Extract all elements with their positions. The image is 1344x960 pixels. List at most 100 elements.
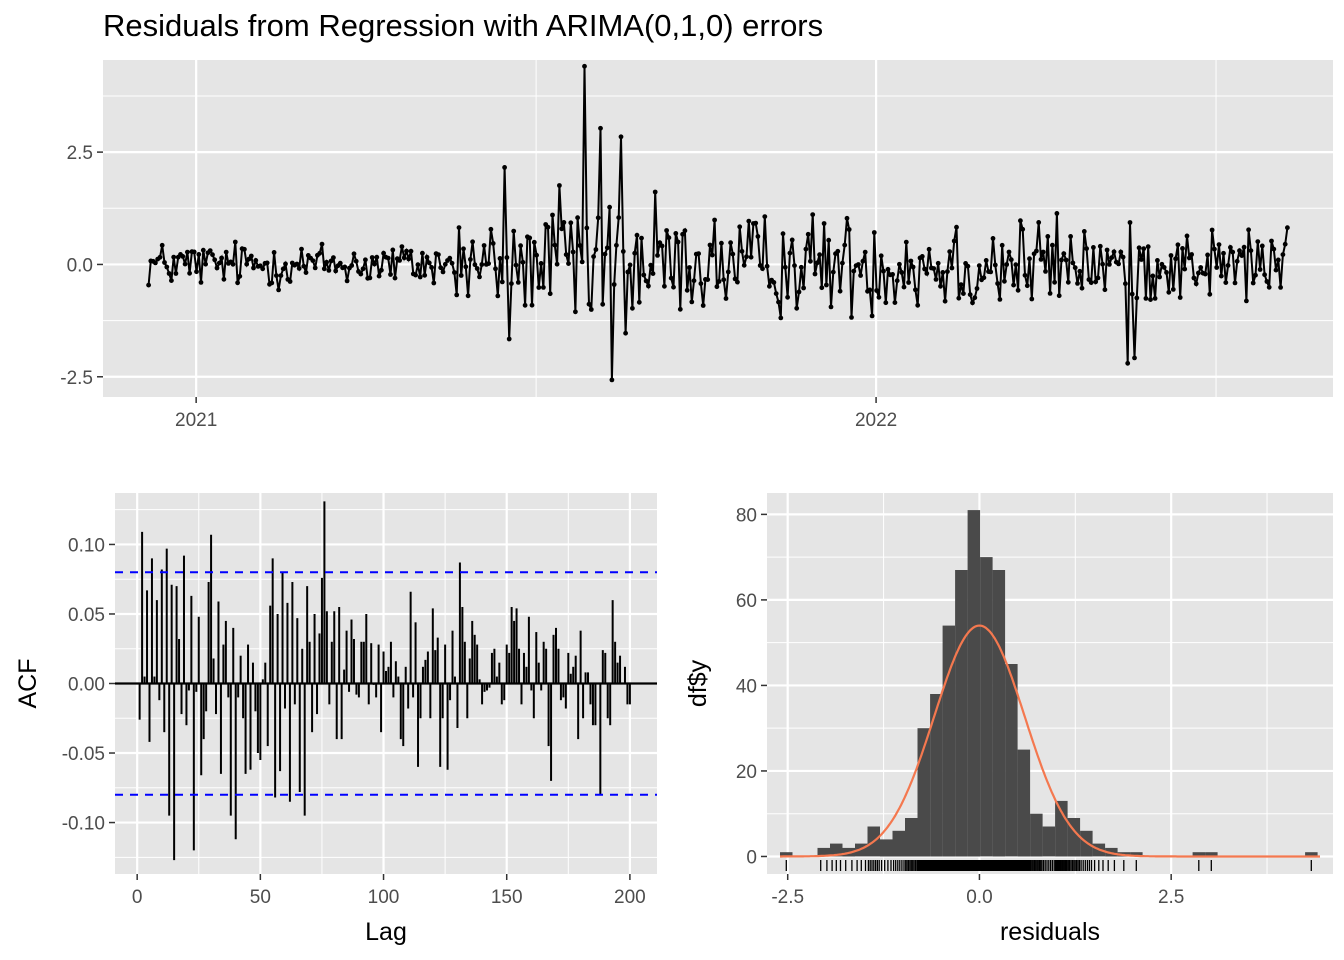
residual-point xyxy=(689,299,695,305)
residual-point xyxy=(782,264,788,270)
residual-point xyxy=(1173,256,1178,262)
residual-point xyxy=(559,226,565,232)
residual-point xyxy=(636,299,642,305)
residual-point xyxy=(458,273,464,278)
residual-point xyxy=(342,264,348,270)
residual-point xyxy=(1088,280,1094,285)
residual-point xyxy=(468,257,473,262)
residual-point xyxy=(890,272,895,277)
residual-point xyxy=(509,281,514,286)
residual-point xyxy=(611,282,617,287)
residual-point xyxy=(1168,253,1174,258)
residual-point xyxy=(602,251,608,257)
residual-point xyxy=(623,330,628,336)
residual-point xyxy=(871,230,877,235)
residual-point xyxy=(990,236,996,241)
residual-point xyxy=(1006,249,1012,255)
residual-point xyxy=(746,218,752,224)
histogram-bar xyxy=(1055,800,1068,857)
residual-point xyxy=(248,253,254,259)
residual-point xyxy=(1027,256,1032,262)
residual-point xyxy=(607,204,612,210)
residual-point xyxy=(591,254,596,259)
y-tick-label: 40 xyxy=(736,676,757,697)
histogram-bar xyxy=(1130,852,1143,857)
residual-point xyxy=(643,278,649,284)
residual-point xyxy=(388,272,393,277)
x-tick-label: 2021 xyxy=(175,410,217,431)
residual-point xyxy=(1013,262,1019,268)
residual-point xyxy=(931,266,937,271)
residual-point xyxy=(586,301,592,307)
histogram-bar xyxy=(830,843,843,857)
histogram-bar xyxy=(955,570,968,857)
residual-point xyxy=(182,261,188,267)
residual-point xyxy=(1255,239,1261,245)
residual-point xyxy=(191,249,197,255)
residual-point xyxy=(244,261,250,267)
residual-point xyxy=(1022,272,1028,278)
residual-point xyxy=(837,288,843,294)
residual-point xyxy=(511,228,517,234)
residual-point xyxy=(1234,258,1240,264)
residual-point xyxy=(935,260,941,266)
histogram-bar xyxy=(992,570,1006,857)
residual-point xyxy=(454,292,460,298)
residual-point xyxy=(1102,287,1108,293)
residual-point xyxy=(1004,262,1010,267)
histogram-bar xyxy=(930,694,943,857)
residual-point xyxy=(1193,281,1199,287)
residual-point xyxy=(947,249,953,255)
residual-point xyxy=(650,271,656,276)
residual-point xyxy=(397,258,402,263)
x-tick-label: 150 xyxy=(491,887,523,908)
residual-point xyxy=(1095,275,1101,281)
residual-point xyxy=(1018,218,1023,224)
residual-point xyxy=(1282,241,1288,247)
residual-point xyxy=(1072,265,1078,271)
residual-point xyxy=(1015,287,1021,293)
y-tick-label: -0.05 xyxy=(62,744,105,765)
residual-point xyxy=(1120,254,1126,260)
residual-point xyxy=(584,225,590,231)
residual-point xyxy=(753,220,759,226)
residual-point xyxy=(449,260,455,266)
residual-point xyxy=(910,264,916,270)
residual-point xyxy=(360,266,366,272)
residual-point xyxy=(294,261,300,267)
residual-point xyxy=(951,238,957,244)
residual-point xyxy=(755,234,761,239)
residual-point xyxy=(1228,245,1233,250)
residual-point xyxy=(840,260,845,266)
residual-point xyxy=(488,226,494,232)
residual-point xyxy=(1207,291,1213,297)
residual-point xyxy=(312,265,318,271)
residual-point xyxy=(280,266,286,272)
residual-point xyxy=(698,281,704,286)
residual-point xyxy=(981,275,987,281)
residual-point xyxy=(696,251,701,256)
residual-point xyxy=(187,270,193,276)
residual-point xyxy=(849,315,854,320)
residual-point xyxy=(570,249,576,255)
residual-point xyxy=(438,265,444,271)
residual-point xyxy=(351,251,357,257)
residual-point xyxy=(157,254,163,260)
residual-point xyxy=(472,262,478,268)
residual-point xyxy=(1011,282,1016,288)
residual-point xyxy=(792,263,797,268)
residual-point xyxy=(1065,279,1071,285)
residual-point xyxy=(677,306,683,312)
residual-point xyxy=(369,255,375,260)
y-tick-label: 60 xyxy=(736,591,757,612)
residual-point xyxy=(776,299,781,305)
residual-point xyxy=(728,240,733,246)
residual-point xyxy=(858,273,863,278)
residual-point xyxy=(926,246,932,252)
residual-point xyxy=(422,272,428,278)
residual-point xyxy=(662,283,667,289)
residual-point xyxy=(1269,238,1274,244)
residual-point xyxy=(1198,265,1204,270)
residual-point xyxy=(787,250,793,256)
residual-point xyxy=(682,228,688,234)
